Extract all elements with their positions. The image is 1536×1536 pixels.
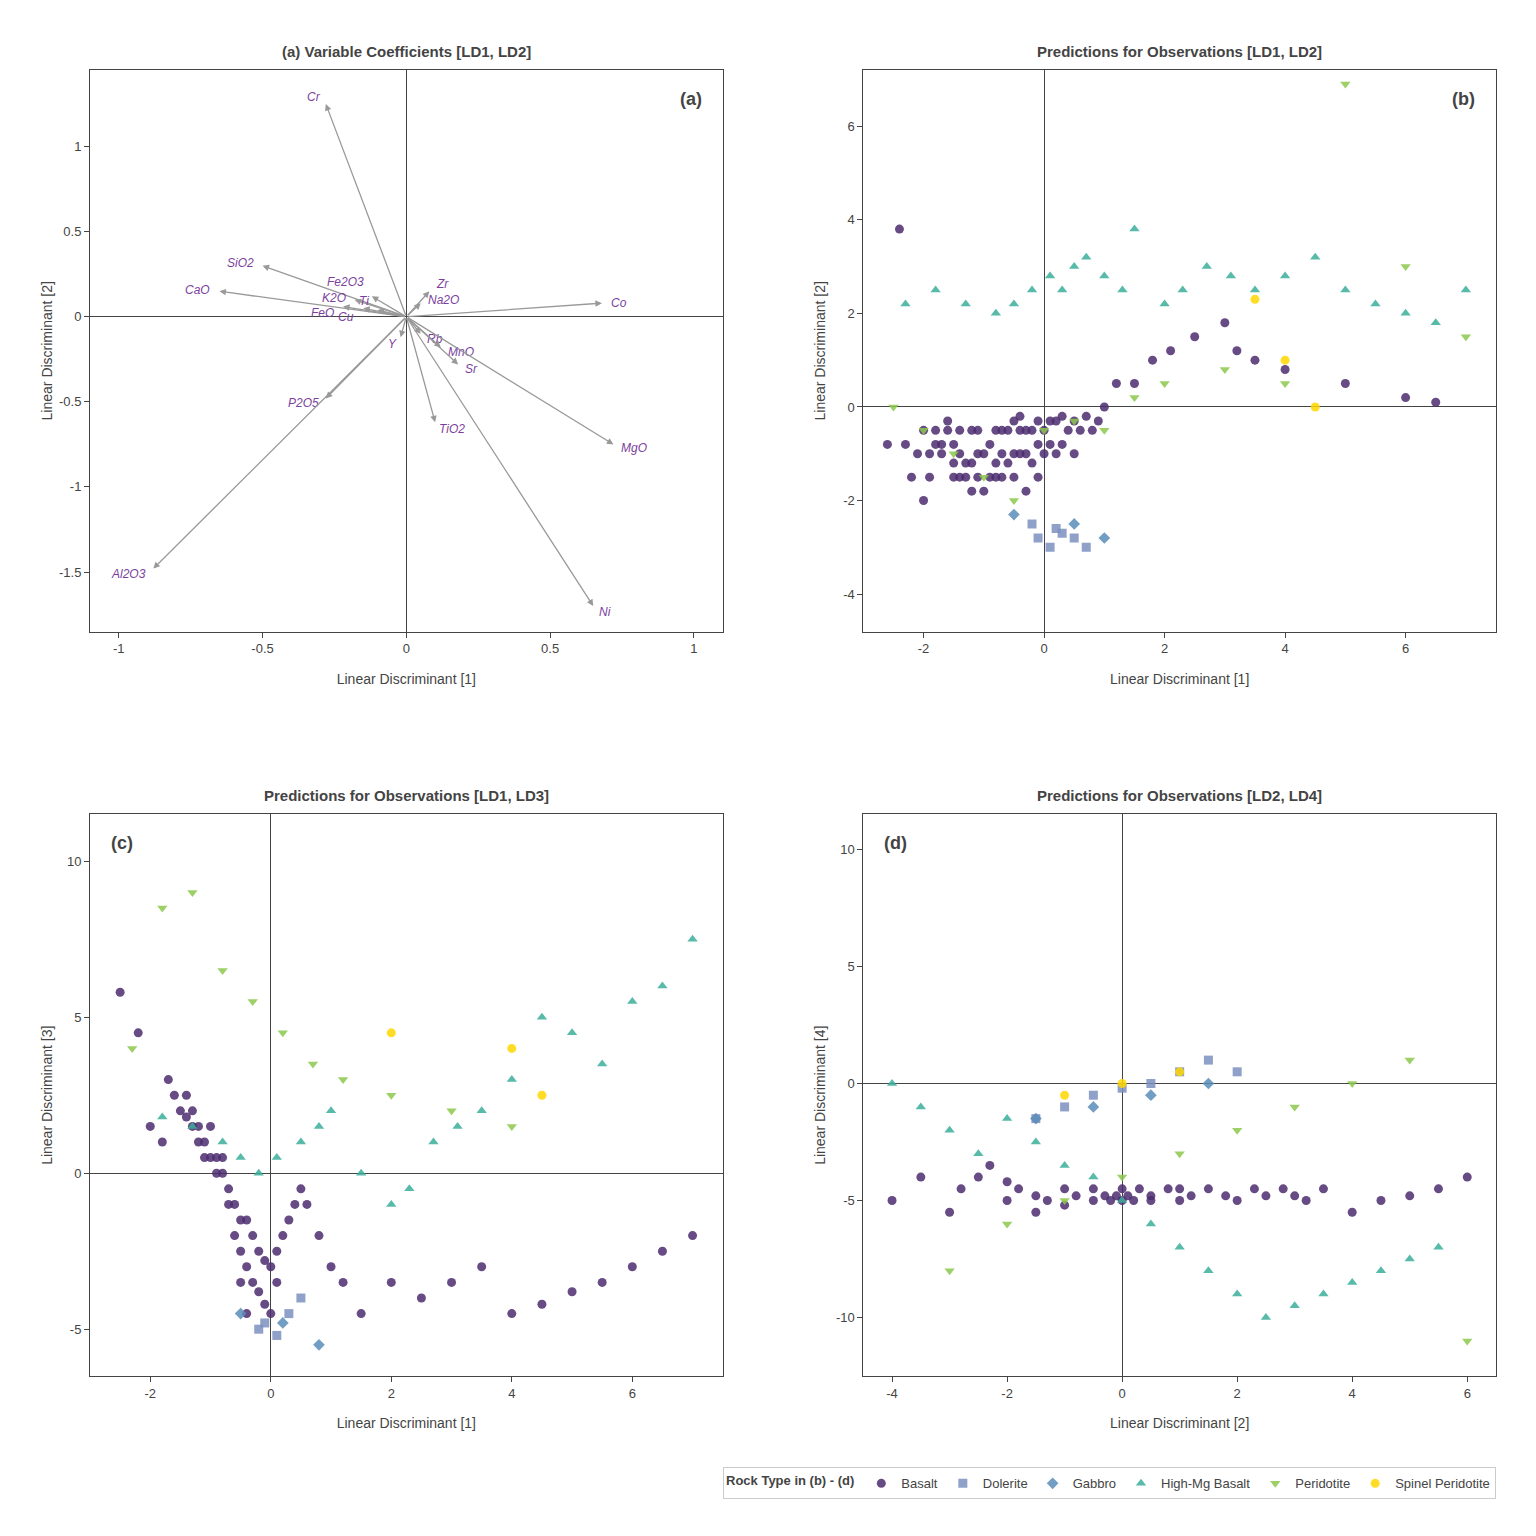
svg-text:-0.5: -0.5	[251, 641, 273, 656]
svg-text:-5: -5	[843, 1193, 855, 1208]
svg-text:4: 4	[508, 1386, 515, 1401]
svg-text:CaO: CaO	[185, 283, 210, 297]
svg-text:Y: Y	[388, 337, 397, 351]
svg-text:0: 0	[74, 309, 81, 324]
svg-text:-2: -2	[918, 641, 930, 656]
svg-text:0: 0	[847, 1076, 854, 1091]
svg-text:(a): (a)	[680, 89, 702, 109]
svg-text:1: 1	[690, 641, 697, 656]
svg-text:6: 6	[1402, 641, 1409, 656]
svg-text:Linear Discriminant [2]: Linear Discriminant [2]	[1110, 1415, 1249, 1431]
svg-text:-4: -4	[843, 587, 855, 602]
svg-text:0: 0	[847, 400, 854, 415]
svg-text:2: 2	[388, 1386, 395, 1401]
svg-text:4: 4	[1349, 1386, 1356, 1401]
svg-text:Predictions for Observations [: Predictions for Observations [LD2, LD4]	[1037, 787, 1322, 804]
svg-text:6: 6	[1464, 1386, 1471, 1401]
svg-text:-2: -2	[144, 1386, 156, 1401]
svg-text:0: 0	[403, 641, 410, 656]
svg-text:-2: -2	[1001, 1386, 1013, 1401]
svg-text:1: 1	[74, 139, 81, 154]
svg-text:K2O: K2O	[322, 291, 346, 305]
svg-text:Ti: Ti	[359, 294, 369, 308]
svg-text:(c): (c)	[111, 833, 133, 853]
svg-text:-10: -10	[836, 1310, 855, 1325]
svg-text:MnO: MnO	[448, 345, 474, 359]
svg-text:Spinel Peridotite: Spinel Peridotite	[1395, 1476, 1490, 1491]
svg-text:-1: -1	[113, 641, 125, 656]
svg-text:Gabbro: Gabbro	[1073, 1476, 1116, 1491]
svg-text:0.5: 0.5	[63, 224, 81, 239]
svg-text:4: 4	[1281, 641, 1288, 656]
svg-text:Cr: Cr	[307, 90, 321, 104]
svg-text:-2: -2	[843, 493, 855, 508]
svg-text:Zr: Zr	[436, 277, 449, 291]
svg-text:0: 0	[267, 1386, 274, 1401]
svg-text:Dolerite: Dolerite	[983, 1476, 1028, 1491]
svg-text:Linear Discriminant [2]: Linear Discriminant [2]	[812, 281, 828, 420]
svg-text:-4: -4	[886, 1386, 898, 1401]
svg-text:2: 2	[847, 306, 854, 321]
svg-text:5: 5	[74, 1010, 81, 1025]
svg-text:FeO: FeO	[311, 306, 334, 320]
svg-text:Linear Discriminant [3]: Linear Discriminant [3]	[39, 1026, 55, 1165]
svg-text:-0.5: -0.5	[59, 394, 81, 409]
svg-text:5: 5	[847, 959, 854, 974]
svg-text:MgO: MgO	[621, 441, 647, 455]
svg-text:Sr: Sr	[465, 362, 478, 376]
svg-text:Al2O3: Al2O3	[111, 567, 146, 581]
svg-text:6: 6	[629, 1386, 636, 1401]
svg-text:Basalt: Basalt	[901, 1476, 938, 1491]
svg-text:Rock Type in (b) - (d): Rock Type in (b) - (d)	[726, 1473, 854, 1488]
svg-text:Ni: Ni	[599, 605, 611, 619]
svg-text:SiO2: SiO2	[227, 256, 254, 270]
svg-text:-1.5: -1.5	[59, 565, 81, 580]
svg-text:10: 10	[67, 854, 81, 869]
svg-text:0: 0	[74, 1166, 81, 1181]
svg-text:10: 10	[840, 842, 854, 857]
svg-text:0: 0	[1040, 641, 1047, 656]
svg-text:Rb: Rb	[427, 332, 443, 346]
svg-text:Linear Discriminant [1]: Linear Discriminant [1]	[337, 1415, 476, 1431]
svg-text:Cu: Cu	[338, 310, 354, 324]
svg-text:Fe2O3: Fe2O3	[327, 275, 364, 289]
svg-text:(a) Variable Coefficients [LD1: (a) Variable Coefficients [LD1, LD2]	[282, 43, 531, 60]
svg-text:Co: Co	[611, 296, 627, 310]
svg-text:(d): (d)	[884, 833, 907, 853]
svg-text:0: 0	[1119, 1386, 1126, 1401]
svg-text:2: 2	[1161, 641, 1168, 656]
svg-text:TiO2: TiO2	[439, 422, 465, 436]
svg-text:Peridotite: Peridotite	[1295, 1476, 1350, 1491]
svg-text:2: 2	[1234, 1386, 1241, 1401]
svg-text:-5: -5	[70, 1322, 82, 1337]
svg-text:Predictions for Observations [: Predictions for Observations [LD1, LD2]	[1037, 43, 1322, 60]
svg-text:Linear Discriminant [1]: Linear Discriminant [1]	[1110, 671, 1249, 687]
svg-text:High-Mg Basalt: High-Mg Basalt	[1161, 1476, 1250, 1491]
svg-text:-1: -1	[70, 479, 82, 494]
svg-text:P2O5: P2O5	[288, 396, 319, 410]
svg-text:Predictions for Observations [: Predictions for Observations [LD1, LD3]	[264, 787, 549, 804]
svg-text:Linear Discriminant [1]: Linear Discriminant [1]	[337, 671, 476, 687]
svg-text:Linear Discriminant [4]: Linear Discriminant [4]	[812, 1026, 828, 1165]
svg-text:0.5: 0.5	[541, 641, 559, 656]
svg-text:6: 6	[847, 119, 854, 134]
svg-text:Linear Discriminant [2]: Linear Discriminant [2]	[39, 281, 55, 420]
svg-text:4: 4	[847, 212, 854, 227]
svg-text:Na2O: Na2O	[428, 293, 459, 307]
svg-text:(b): (b)	[1452, 89, 1475, 109]
